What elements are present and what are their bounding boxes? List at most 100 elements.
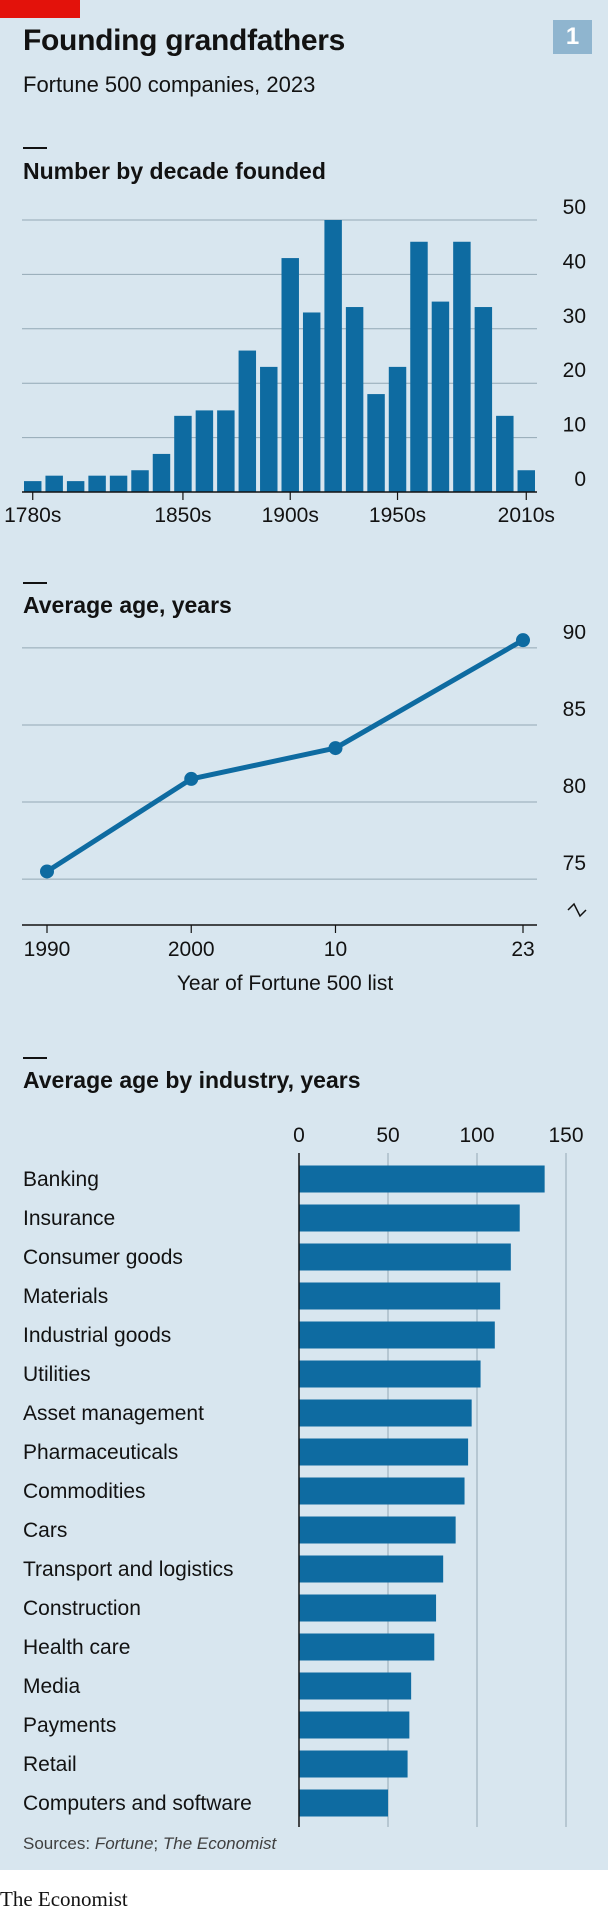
x-tick-label: 1990 xyxy=(24,938,71,961)
series-line xyxy=(45,637,525,874)
bar xyxy=(367,394,385,492)
x-tick-label: 2010s xyxy=(498,504,555,527)
source-fortune: Fortune xyxy=(94,1834,154,1853)
x-tick-label: 23 xyxy=(511,938,534,961)
bar xyxy=(474,307,493,492)
bar xyxy=(281,258,299,492)
bar xyxy=(88,475,106,492)
category-label: Commodities xyxy=(23,1480,146,1503)
x-tick-label: 10 xyxy=(324,938,347,961)
category-label: Insurance xyxy=(23,1207,115,1230)
category-label: Transport and logistics xyxy=(23,1558,233,1581)
bar xyxy=(299,1555,444,1583)
bar xyxy=(299,1165,545,1193)
category-label: Banking xyxy=(23,1168,99,1191)
bar xyxy=(517,470,535,492)
x-tick-label: 1900s xyxy=(262,504,319,527)
bar xyxy=(299,1750,408,1778)
category-label: Cars xyxy=(23,1519,67,1542)
bar xyxy=(299,1594,437,1622)
x-tick-label: 50 xyxy=(376,1124,399,1147)
data-point xyxy=(328,741,343,756)
section-rule-decades xyxy=(23,147,47,149)
section-rule-industry xyxy=(23,1057,47,1059)
decade-bar-chart: 0 10 20 30 40 50 1780s 1850s 1900s 1950s 2010s xyxy=(4,196,586,527)
y-tick-label: 0 xyxy=(574,468,586,491)
bar xyxy=(410,241,428,492)
y-tick-label: 75 xyxy=(563,852,586,875)
y-tick-label: 40 xyxy=(563,250,586,273)
source-note: Sources: Fortune; The Economist xyxy=(23,1834,276,1854)
section-rule-avg-age xyxy=(23,582,47,584)
industry-bar-chart: 0 50 100 150 Banking Insurance Consumer goods M… xyxy=(23,1124,584,1827)
category-label: Utilities xyxy=(23,1363,91,1386)
brand-wordmark: The Economist xyxy=(0,1887,128,1911)
source-separator: ; xyxy=(153,1834,163,1853)
chart-number-badge: 1 xyxy=(553,20,592,54)
y-tick-label: 90 xyxy=(563,625,586,644)
bar xyxy=(324,220,342,492)
bar xyxy=(299,1672,412,1700)
y-tick-label: 10 xyxy=(563,414,586,437)
bar xyxy=(496,415,514,492)
decade-chart-title: Number by decade founded xyxy=(23,158,326,184)
bar xyxy=(302,312,321,492)
category-label: Retail xyxy=(23,1753,77,1776)
axis-break-icon xyxy=(567,902,587,918)
category-label: Payments xyxy=(23,1714,116,1737)
data-point xyxy=(184,771,199,786)
bar xyxy=(45,475,63,492)
bar xyxy=(299,1243,511,1271)
bar xyxy=(299,1282,501,1310)
y-tick-label: 30 xyxy=(563,305,586,328)
bar xyxy=(299,1516,456,1544)
bar xyxy=(152,453,171,492)
category-label: Health care xyxy=(23,1636,130,1659)
bar xyxy=(345,307,364,492)
bar xyxy=(299,1438,469,1466)
y-tick-label: 80 xyxy=(563,775,586,798)
bar xyxy=(299,1789,388,1817)
bar xyxy=(238,350,257,492)
x-tick-label: 0 xyxy=(293,1124,305,1147)
category-label: Pharmaceuticals xyxy=(23,1441,178,1464)
category-label: Industrial goods xyxy=(23,1324,171,1347)
bar xyxy=(299,1360,481,1388)
bar xyxy=(299,1204,520,1232)
x-tick-label: 1780s xyxy=(4,504,61,527)
data-point xyxy=(516,633,530,648)
bar xyxy=(260,366,278,492)
bar xyxy=(109,475,128,492)
brand-red-tag xyxy=(0,0,80,18)
bar xyxy=(131,470,149,492)
bar xyxy=(453,241,471,492)
category-label: Media xyxy=(23,1675,81,1698)
x-tick-label: 150 xyxy=(548,1124,583,1147)
industry-chart-title: Average age by industry, years xyxy=(23,1067,361,1093)
x-tick-label: 1850s xyxy=(154,504,211,527)
category-label: Consumer goods xyxy=(23,1246,183,1269)
source-prefix: Sources: xyxy=(23,1834,95,1853)
bar xyxy=(299,1633,435,1661)
bar xyxy=(66,481,85,492)
bar xyxy=(388,366,407,492)
bar xyxy=(299,1399,472,1427)
main-subtitle: Fortune 500 companies, 2023 xyxy=(23,72,316,97)
main-title: Founding grandfathers xyxy=(23,24,346,57)
avg-age-chart-title: Average age, years xyxy=(23,592,232,618)
bar xyxy=(24,481,42,492)
data-point xyxy=(40,864,54,879)
x-tick-label: 100 xyxy=(459,1124,494,1147)
y-tick-label: 50 xyxy=(563,196,586,219)
x-axis-label: Year of Fortune 500 list xyxy=(177,972,394,995)
x-tick-label: 2000 xyxy=(168,938,215,961)
avg-age-line-chart: 75 80 85 90 1990 2000 10 23 Year of Fortune 500 … xyxy=(22,625,587,995)
bar xyxy=(299,1711,410,1739)
bar xyxy=(299,1477,465,1505)
category-label: Construction xyxy=(23,1597,141,1620)
category-label: Computers and software xyxy=(23,1792,252,1815)
bar xyxy=(431,301,450,492)
bar xyxy=(299,1321,495,1349)
source-economist: The Economist xyxy=(162,1834,277,1853)
category-label: Asset management xyxy=(23,1402,204,1425)
